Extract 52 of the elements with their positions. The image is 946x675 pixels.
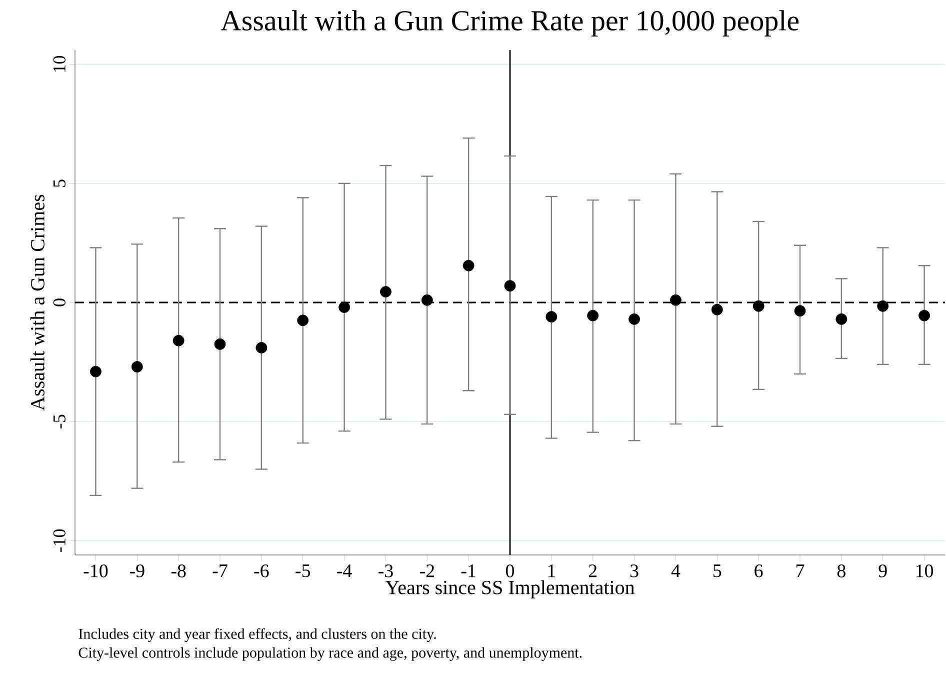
point [546,311,558,322]
point [628,313,640,325]
x-tick-label: 10 [916,564,934,578]
x-tick-label: 0 [506,564,514,578]
x-tick-label: -8 [171,564,186,578]
point [90,366,102,378]
point [256,342,268,354]
x-tick-label: 8 [837,564,846,578]
point [338,302,350,313]
y-tick-label: 5 [54,180,66,187]
point [587,310,599,322]
point [214,338,226,350]
y-tick-label: -10 [53,529,66,552]
point [794,305,806,317]
x-tick-label: -1 [461,564,476,578]
y-tick-label: 0 [53,298,66,306]
point [711,304,723,316]
point [670,294,682,306]
text: City-level controls include population by race and age, poverty, and unemployment. [78,647,582,661]
y-tick-label: 10 [53,56,66,72]
point [877,300,889,312]
point [131,361,143,373]
point [462,260,474,272]
x-tick-label: -9 [130,564,144,578]
point [504,280,516,292]
point [752,300,764,312]
x-tick-label: 3 [630,564,638,578]
x-tick-label: 1 [548,564,556,578]
x-tick-label: 2 [588,564,597,578]
text: Includes city and year fixed effects, and clusters on the city. [78,628,436,642]
chart-title: Assault with a Gun Crime Rate per 10,000 people [220,10,799,36]
y-tick-label: -5 [54,414,66,428]
point [836,313,848,325]
x-tick-label: 9 [878,564,887,578]
point [297,314,309,326]
x-tick-label: -7 [212,564,228,577]
point [918,310,930,322]
x-tick-label: 5 [713,564,722,578]
x-tick-label: -5 [296,564,310,578]
x-tick-label: -4 [337,564,352,578]
point [172,334,184,346]
x-tick-label: -6 [254,564,269,578]
point [421,294,433,306]
x-tick-label: 4 [671,564,680,578]
x-axis-title: Years since SS Implementation [385,580,635,598]
y-axis-title: Assault with a Gun Crimes [30,194,44,411]
x-tick-label: -2 [420,564,434,578]
x-tick-label: 6 [754,564,763,578]
x-tick-label: -10 [84,564,108,578]
x-tick-label: 7 [796,564,804,577]
point [380,286,392,298]
x-tick-label: -3 [378,564,393,578]
